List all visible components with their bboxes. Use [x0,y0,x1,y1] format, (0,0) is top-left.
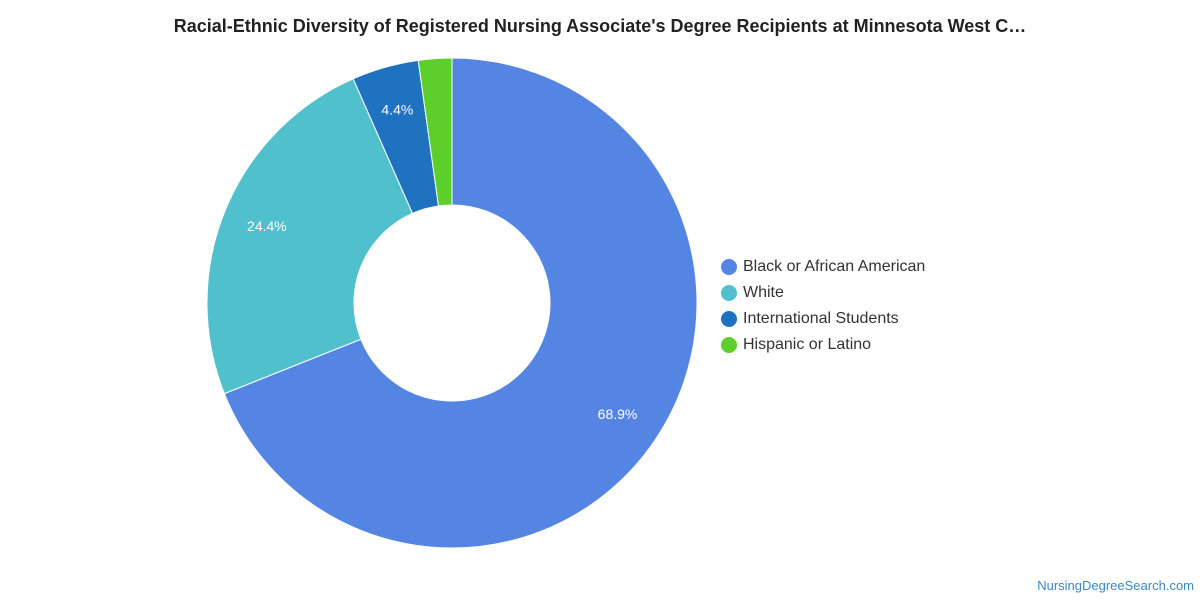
chart-title: Racial-Ethnic Diversity of Registered Nu… [173,16,1027,36]
slice-hispanic-or-latino[interactable] [417,57,453,207]
donut-slices [206,57,698,549]
slice-label-white: 24.4% [247,218,287,234]
legend-label: White [743,284,784,301]
legend-item-white[interactable]: White [721,280,925,306]
legend-swatch [721,337,737,353]
legend: Black or African American White Internat… [721,254,925,358]
slice-label-black-or-african-american: 68.9% [598,406,638,422]
legend-swatch [721,311,737,327]
legend-item-black-or-african-american[interactable]: Black or African American [721,254,925,280]
source-watermark[interactable]: NursingDegreeSearch.com [1037,578,1194,593]
legend-item-international-students[interactable]: International Students [721,306,925,332]
donut-slice-labels: 68.9% 24.4% 4.4% [247,101,637,422]
slice-label-international-students: 4.4% [381,101,413,117]
legend-swatch [721,285,737,301]
legend-item-hispanic-or-latino[interactable]: Hispanic or Latino [721,332,925,358]
legend-label: Black or African American [743,258,926,275]
slice-white[interactable] [206,78,414,395]
legend-label: International Students [743,310,899,327]
slice-black-or-african-american[interactable] [223,57,698,549]
legend-swatch [721,259,737,275]
legend-label: Hispanic or Latino [743,336,872,353]
